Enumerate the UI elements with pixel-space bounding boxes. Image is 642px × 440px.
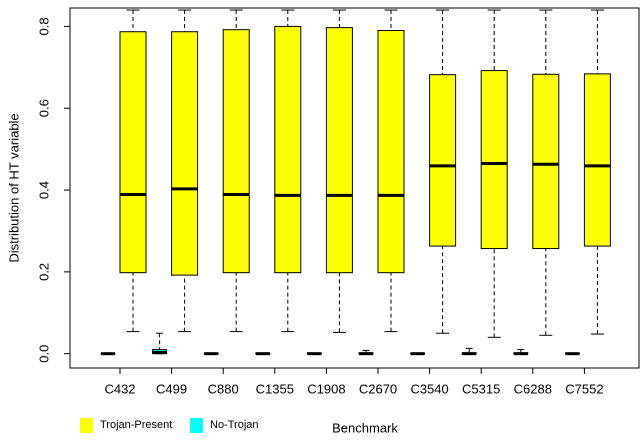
box xyxy=(378,31,404,273)
box xyxy=(584,74,610,246)
box xyxy=(275,26,301,272)
box xyxy=(326,28,352,273)
x-tick-label: C7552 xyxy=(565,381,603,396)
x-tick-label: C3540 xyxy=(410,381,448,396)
legend-label: No-Trojan xyxy=(210,419,259,431)
y-tick-label: 0.6 xyxy=(36,99,51,117)
x-tick-label: C2670 xyxy=(359,381,397,396)
box xyxy=(533,74,559,248)
x-tick-label: C1355 xyxy=(256,381,294,396)
box xyxy=(120,32,146,273)
legend-label: Trojan-Present xyxy=(100,419,172,431)
x-tick-label: C432 xyxy=(104,381,135,396)
y-tick-label: 0.4 xyxy=(36,181,51,199)
x-tick-label: C6288 xyxy=(514,381,552,396)
x-tick-label: C499 xyxy=(156,381,187,396)
x-tick-label: C1908 xyxy=(307,381,345,396)
y-tick-label: 0.2 xyxy=(36,263,51,281)
x-tick-label: C5315 xyxy=(462,381,500,396)
box xyxy=(172,32,198,275)
box xyxy=(430,75,456,246)
legend-swatch xyxy=(190,418,203,433)
y-tick-label: 0.8 xyxy=(36,17,51,35)
box xyxy=(481,71,507,249)
y-axis-label: Distribution of HT variable xyxy=(6,113,21,262)
legend-swatch xyxy=(80,418,93,433)
box xyxy=(223,30,249,273)
x-axis-label: Benchmark xyxy=(332,420,398,435)
y-tick-label: 0.0 xyxy=(36,345,51,363)
x-tick-label: C880 xyxy=(208,381,239,396)
